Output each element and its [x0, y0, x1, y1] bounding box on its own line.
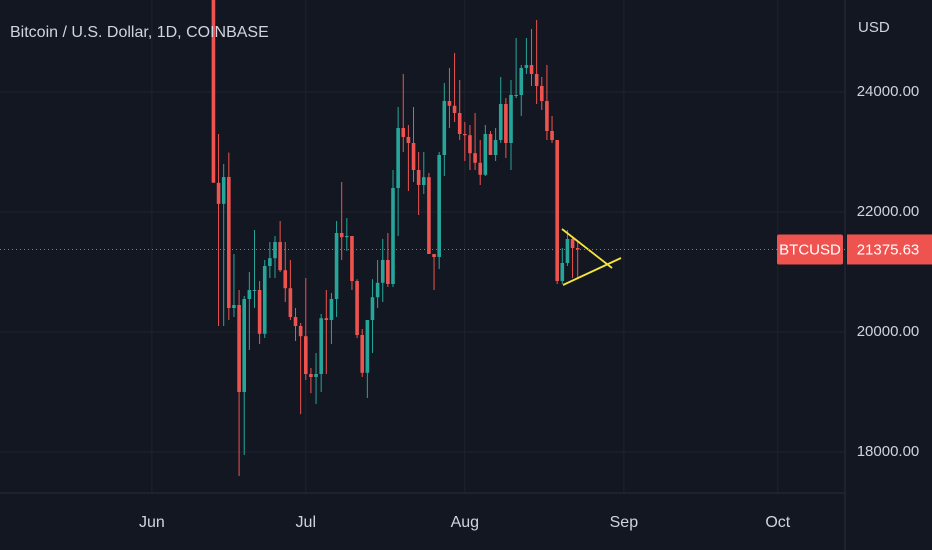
candle-body	[375, 282, 380, 298]
candle-body	[268, 258, 272, 267]
candle-body	[473, 153, 477, 163]
candle-body	[242, 299, 247, 393]
candle-body	[391, 187, 395, 285]
price-badge	[847, 234, 932, 265]
candle-body	[401, 127, 406, 137]
candle-body	[252, 290, 257, 292]
y-axis-label: USD	[858, 19, 890, 36]
candle-body	[309, 374, 313, 378]
axes: 18000.00 20000.00 22000.00 24000.00 Jun Jul Au…	[139, 83, 919, 531]
candle-body	[478, 162, 483, 175]
candle-body	[355, 281, 359, 336]
candle-body	[570, 238, 575, 249]
candle-body	[560, 263, 565, 282]
candle-body	[334, 232, 339, 300]
candle-body	[247, 290, 252, 300]
candle-body	[442, 100, 447, 155]
candle-body	[283, 270, 288, 289]
candle-body	[303, 336, 308, 375]
x-tick-label: Aug	[451, 514, 479, 531]
candle-body	[447, 100, 452, 106]
candle-body	[421, 177, 426, 185]
candle-body	[529, 64, 534, 74]
candle-body	[319, 318, 323, 375]
candle-body	[555, 139, 559, 282]
x-tick-label: Sep	[610, 514, 639, 531]
x-tick-label: Jul	[296, 514, 316, 531]
candle-body	[232, 305, 236, 309]
candle-body	[509, 94, 513, 143]
trend-line	[562, 257, 622, 286]
candle-body	[483, 133, 488, 175]
last-price-label: 21375.63	[857, 241, 920, 258]
candle-body	[298, 326, 303, 337]
candle-body	[406, 136, 411, 143]
candle-body	[539, 85, 544, 101]
candle-body	[519, 67, 524, 95]
candle-body	[396, 127, 400, 188]
candle-body	[314, 374, 318, 378]
candle-body	[262, 266, 267, 334]
candle-body	[360, 335, 365, 373]
candle-body	[380, 260, 385, 283]
candle-body	[345, 235, 349, 238]
symbol-label: BTCUSD	[779, 241, 841, 258]
candle-body	[273, 241, 277, 259]
candle-body	[339, 232, 344, 238]
candle-body	[493, 139, 498, 155]
candle-body	[416, 169, 421, 185]
candle-body	[457, 112, 462, 134]
candle-body	[498, 103, 503, 140]
candle-body	[227, 177, 231, 309]
candle-body	[324, 318, 329, 321]
candle-body	[504, 103, 508, 143]
candle-body	[288, 288, 293, 318]
candle-body	[257, 290, 262, 334]
candle-body	[452, 105, 457, 113]
candle-body	[524, 64, 529, 68]
candle-body	[514, 94, 518, 96]
candle-body	[293, 317, 298, 327]
candle-body	[370, 297, 375, 321]
candle-body	[550, 130, 554, 140]
y-tick-label: 24000.00	[857, 83, 920, 100]
symbol-badge	[777, 234, 843, 265]
candle-body	[278, 241, 282, 271]
candle-body	[237, 305, 241, 393]
chart-title: Bitcoin / U.S. Dollar, 1D, COINBASE	[10, 24, 269, 41]
candles	[211, 0, 580, 477]
candle-body	[365, 320, 370, 373]
candle-body	[534, 73, 539, 86]
candle-body	[575, 248, 580, 250]
candle-body	[427, 177, 431, 255]
candle-body	[221, 177, 226, 204]
y-tick-label: 22000.00	[857, 203, 920, 220]
candle-body	[386, 260, 390, 285]
y-tick-label: 20000.00	[857, 323, 920, 340]
candle-body	[565, 238, 570, 264]
candle-body	[329, 299, 334, 321]
candle-body	[350, 235, 354, 282]
candle-body	[216, 182, 221, 204]
y-tick-label: 18000.00	[857, 443, 920, 460]
candle-body	[468, 135, 472, 154]
x-tick-label: Jun	[139, 514, 165, 531]
candle-body	[437, 154, 441, 258]
candle-body	[432, 254, 436, 258]
trend-line	[561, 228, 613, 269]
candle-body	[488, 133, 493, 155]
candle-body	[545, 100, 549, 131]
candle-body	[411, 142, 416, 170]
candle-body	[463, 133, 467, 136]
triangle-drawing	[561, 228, 622, 286]
x-tick-label: Oct	[765, 514, 790, 531]
candle-body	[211, 0, 216, 183]
